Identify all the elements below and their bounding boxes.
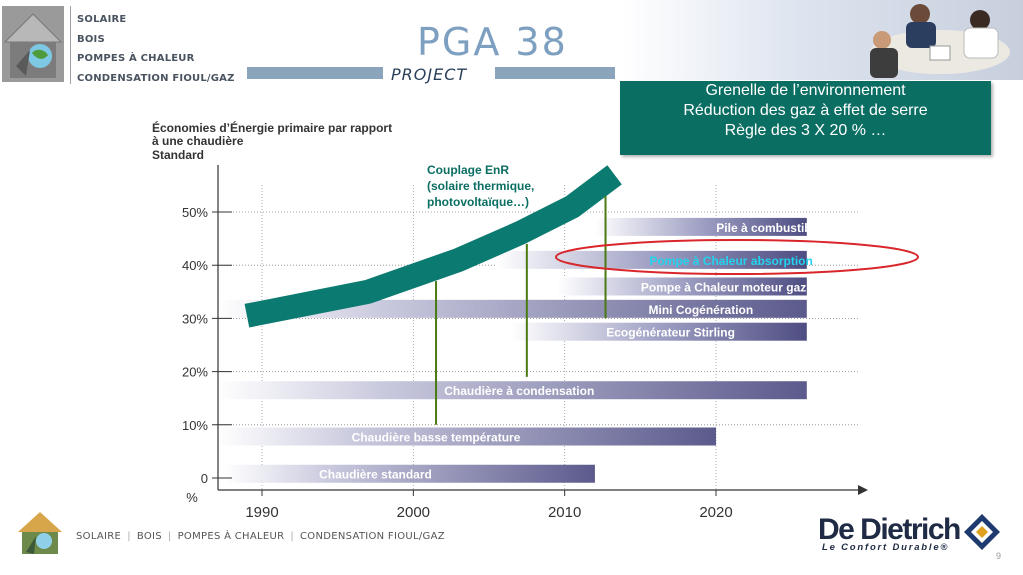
office-meeting-photo	[620, 0, 1023, 80]
chart-title: Économies d’Énergie primaire par rapport…	[152, 121, 393, 148]
brand-name: De Dietrich	[818, 513, 961, 546]
header-category-item: SOLAIRE	[77, 14, 127, 25]
enr-trend-label-line: Couplage EnR	[427, 163, 509, 177]
header-category-item: CONDENSATION FIOUL/GAZ	[77, 72, 235, 84]
technology-bar-label: Pompe à Chaleur absorption	[649, 254, 812, 268]
x-tick-label: 2020	[699, 504, 732, 521]
footer-category-item: POMPES À CHALEUR	[177, 531, 285, 542]
enr-trend-label-line: photovoltaïque…)	[427, 195, 529, 209]
technology-bar	[224, 464, 595, 483]
y-tick-label: 0	[201, 471, 208, 486]
y-tick-label: 50%	[182, 205, 208, 220]
technology-bar	[216, 381, 807, 400]
grenelle-callout: Grenelle de l’environnement Réduction de…	[620, 81, 991, 155]
technology-bar-label: Mini Cogénération	[649, 303, 754, 317]
enr-trend-band	[244, 165, 622, 328]
chart-title-line2: Standard	[152, 148, 205, 162]
footer-category-item: BOIS	[136, 531, 162, 542]
header-category-list: SOLAIRE BOIS POMPES À CHALEUR CONDENSATI…	[77, 10, 235, 88]
footer-separator: |	[127, 531, 131, 542]
header-category-item: POMPES À CHALEUR	[77, 53, 195, 64]
y-tick-label: 10%	[182, 418, 208, 433]
technology-bar	[557, 277, 807, 296]
technology-bar-label: Pile à combustible	[716, 221, 822, 235]
de-dietrich-diamond-icon	[964, 514, 1000, 550]
absorption-highlight-ellipse	[555, 239, 919, 275]
footer-category-item: SOLAIRE	[76, 531, 122, 542]
brand-tagline: Le Confort Durable®	[822, 542, 950, 553]
technology-bar-label: Pompe à Chaleur moteur gaz	[641, 280, 806, 294]
technology-bar-label: Ecogénérateur Stirling	[606, 326, 735, 340]
y-axis-label: %	[186, 490, 198, 505]
y-tick-label: 40%	[182, 258, 208, 273]
y-tick-label: 20%	[182, 365, 208, 380]
x-tick-label: 1990	[245, 504, 278, 521]
x-axis-arrowhead	[858, 485, 868, 495]
callout-line: Règle des 3 X 20 % …	[724, 122, 887, 139]
header-divider	[70, 6, 71, 84]
page-number: 9	[996, 551, 1002, 561]
project-logo: PGA 38 PROJECT	[247, 22, 615, 84]
x-tick-label: 2000	[397, 504, 430, 521]
technology-bar	[594, 217, 807, 236]
y-tick-label: 30%	[182, 311, 208, 326]
callout-line: Grenelle de l’environnement	[705, 82, 906, 99]
callout-line: Réduction des gaz à effet de serre	[683, 102, 928, 119]
technology-bar-label: Chaudière standard	[319, 468, 432, 482]
technology-bar	[511, 322, 807, 341]
technology-bar-label: Chaudière basse température	[352, 431, 521, 445]
enr-trend-label-line: (solaire thermique,	[427, 179, 534, 193]
footer-separator: |	[167, 531, 172, 542]
footer-category-list: SOLAIRE | BOIS | POMPES À CHALEUR | CONDENSATI…	[76, 531, 445, 542]
company-logo	[2, 6, 64, 82]
x-tick-label: 2010	[548, 504, 581, 521]
footer-separator: |	[290, 531, 294, 542]
technology-bar	[216, 427, 716, 446]
technology-bar-label: Chaudière à condensation	[444, 384, 594, 398]
project-logo-main: PGA 38	[417, 22, 568, 64]
footer-category-item: CONDENSATION FIOUL/GAZ	[300, 531, 445, 542]
footer-logo-icon	[18, 512, 62, 554]
header-category-item: BOIS	[77, 33, 105, 45]
project-logo-sub: PROJECT	[391, 65, 467, 84]
